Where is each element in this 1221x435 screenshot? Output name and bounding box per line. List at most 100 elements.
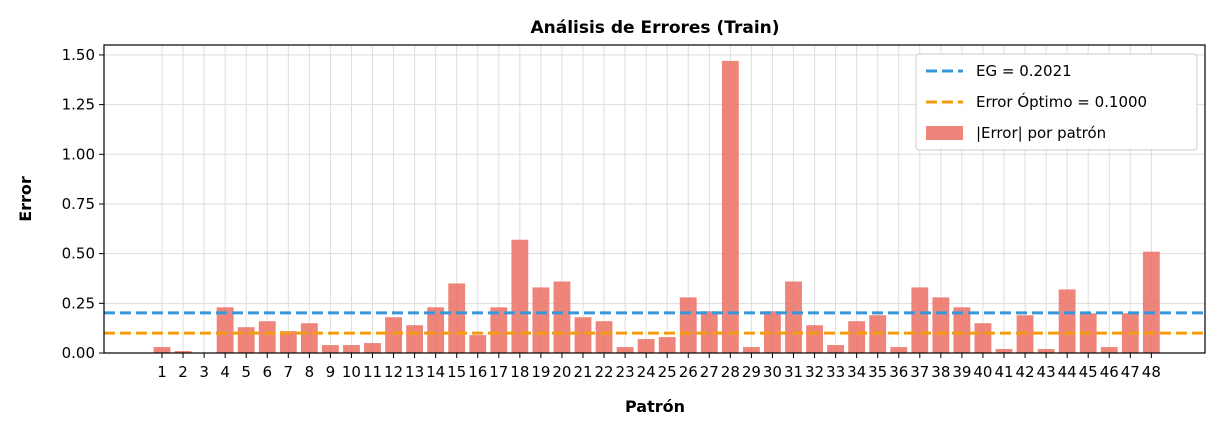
bar	[406, 325, 424, 353]
bar	[1058, 289, 1076, 353]
bar	[574, 317, 592, 353]
bar	[742, 347, 760, 353]
legend: EG = 0.2021 Error Óptimo = 0.1000 |Error| …	[915, 53, 1198, 151]
y-axis-label: Error	[16, 176, 35, 222]
bar	[721, 60, 739, 353]
bar	[637, 339, 655, 353]
x-tick-label: 43	[1037, 363, 1056, 381]
bars	[153, 60, 1160, 353]
bar	[258, 321, 276, 353]
bar	[532, 287, 550, 353]
x-tick-label: 32	[805, 363, 824, 381]
x-tick-label: 17	[489, 363, 508, 381]
bar	[448, 283, 466, 353]
x-tick-label: 23	[616, 363, 635, 381]
x-tick-label: 40	[973, 363, 992, 381]
bar	[427, 307, 445, 353]
x-tick-label: 5	[241, 363, 251, 381]
x-tick-label: 41	[994, 363, 1013, 381]
bar	[806, 325, 823, 353]
reference-lines	[104, 311, 1205, 335]
bar	[511, 239, 529, 353]
bar	[321, 345, 339, 353]
x-tick-label: 42	[1016, 363, 1035, 381]
legend-label: Error Óptimo = 0.1000	[976, 92, 1147, 111]
y-tick-label: 0.50	[62, 245, 95, 263]
y-tick-label: 1.50	[62, 46, 95, 64]
bar	[827, 345, 845, 353]
x-tick-label: 14	[426, 363, 445, 381]
x-tick-label: 25	[658, 363, 677, 381]
x-tick-label: 36	[889, 363, 908, 381]
bar	[1100, 347, 1118, 353]
x-tick-label: 39	[952, 363, 971, 381]
y-tick-label: 0.75	[62, 195, 95, 213]
x-tick-label: 11	[363, 363, 382, 381]
x-tick-label: 26	[679, 363, 698, 381]
y-tick-label: 1.00	[62, 145, 95, 163]
bar	[911, 287, 929, 353]
x-tick-label: 31	[784, 363, 803, 381]
bar	[995, 349, 1013, 353]
x-tick-label: 20	[552, 363, 571, 381]
bar	[953, 307, 971, 353]
bar	[1037, 349, 1055, 353]
bar	[216, 307, 234, 353]
x-tick-label: 34	[847, 363, 866, 381]
x-tick-label: 35	[868, 363, 887, 381]
y-tick-label: 1.25	[62, 96, 95, 114]
bar	[385, 317, 402, 353]
x-tick-label: 46	[1100, 363, 1119, 381]
x-tick-label: 6	[262, 363, 272, 381]
x-tick-label: 24	[637, 363, 656, 381]
x-tick-label: 29	[742, 363, 761, 381]
bar	[237, 327, 255, 353]
x-tick-label: 47	[1121, 363, 1140, 381]
x-axis-label: Patrón	[625, 397, 685, 416]
bar	[848, 321, 866, 353]
bar	[679, 297, 697, 353]
x-tick-label: 37	[910, 363, 929, 381]
bar	[1142, 251, 1160, 353]
bar	[153, 347, 171, 353]
bar	[553, 281, 571, 353]
x-tick-label: 9	[326, 363, 336, 381]
axes: 1 2 3 4 5 6 7 8 9 10 11 12 13 14 15 16 17 18 19 20 21 22 23 24 2…	[62, 46, 1161, 381]
y-tick-label: 0.25	[62, 294, 95, 312]
x-tick-label: 3	[199, 363, 209, 381]
x-tick-label: 30	[763, 363, 782, 381]
bar	[764, 311, 781, 353]
bar	[364, 343, 381, 353]
plot-frame	[103, 44, 1206, 354]
x-tick-label: 15	[447, 363, 466, 381]
bar	[279, 331, 297, 353]
bar	[658, 337, 676, 353]
bar	[300, 323, 318, 353]
legend-label: EG = 0.2021	[976, 62, 1072, 80]
bar	[890, 347, 908, 353]
x-tick-label: 38	[931, 363, 950, 381]
x-tick-label: 33	[826, 363, 845, 381]
bar	[974, 323, 992, 353]
x-tick-label: 48	[1142, 363, 1161, 381]
bar	[343, 345, 360, 353]
legend-label: |Error| por patrón	[976, 124, 1106, 142]
x-tick-label: 28	[721, 363, 740, 381]
x-tick-label: 13	[405, 363, 424, 381]
bar	[785, 281, 802, 353]
legend-box	[915, 53, 1198, 151]
x-tick-label: 27	[700, 363, 719, 381]
x-tick-label: 19	[531, 363, 550, 381]
bar	[595, 321, 613, 353]
x-tick-label: 16	[468, 363, 487, 381]
x-tick-label: 1	[157, 363, 167, 381]
bar	[932, 297, 950, 353]
x-tick-label: 44	[1058, 363, 1077, 381]
x-tick-label: 22	[595, 363, 614, 381]
bar	[616, 347, 634, 353]
y-tick-label: 0.00	[62, 344, 95, 362]
legend-patch-swatch	[926, 126, 963, 140]
bar	[490, 307, 508, 353]
